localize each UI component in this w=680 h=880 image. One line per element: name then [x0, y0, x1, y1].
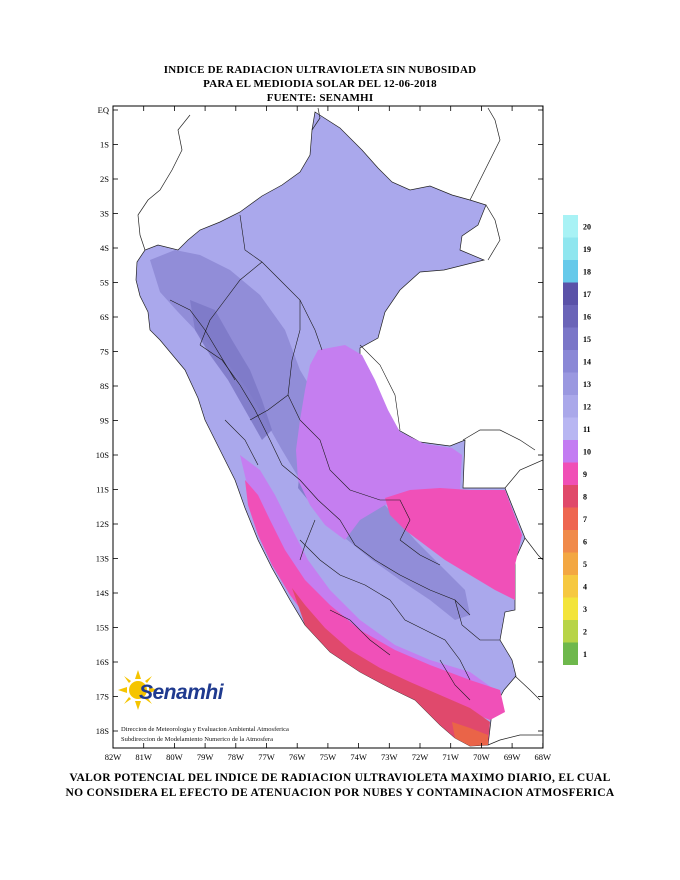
andes-uv-14-patches [190, 300, 345, 535]
credit-line-2: Subdireccion de Modelamiento Numerico de… [121, 736, 273, 743]
logo-wordmark: Senamhi [139, 681, 224, 704]
lat-label: 10S [96, 450, 110, 460]
legend-swatch [563, 530, 578, 553]
lon-label: 80W [166, 752, 183, 762]
credit-line-1: Direccion de Meteorologia y Evaluacion A… [121, 726, 289, 733]
lat-label: 5S [100, 278, 109, 288]
legend-label: 11 [583, 425, 591, 434]
legend-label: 8 [583, 492, 587, 501]
legend-swatch [563, 485, 578, 508]
legend-swatch [563, 440, 578, 463]
legend-label: 12 [583, 402, 591, 411]
lat-label: 15S [96, 623, 110, 633]
legend-label: 4 [583, 582, 587, 591]
legend-label: 1 [583, 650, 587, 659]
lat-label: 18S [96, 726, 110, 736]
lat-label: 1S [100, 140, 109, 150]
legend-swatch [563, 282, 578, 305]
legend-label: 15 [583, 335, 591, 344]
legend-swatch [563, 642, 578, 665]
legend-swatch [563, 237, 578, 260]
legend-swatch [563, 552, 578, 575]
lat-label: 4S [100, 243, 109, 253]
legend-swatch [563, 372, 578, 395]
lat-label: 13S [96, 554, 110, 564]
legend-label: 19 [583, 245, 591, 254]
longitude-axis: 82W 81W 80W 79W 78W 77W 76W 75W 74W 73W 72W 71W 70W 6… [105, 106, 551, 762]
legend-swatch [563, 575, 578, 598]
legend-label: 9 [583, 470, 587, 479]
legend-label: 14 [583, 357, 591, 366]
lon-label: 70W [473, 752, 490, 762]
legend-label: 3 [583, 605, 587, 614]
lat-label: 3S [100, 209, 109, 219]
legend-label: 13 [583, 380, 591, 389]
legend-label: 2 [583, 627, 587, 636]
lat-label: EQ [98, 105, 109, 115]
uv-color-scale: 20 19 18 17 16 15 14 13 12 11 10 9 8 7 6 5 4 3 2 1 [563, 215, 591, 665]
legend-label: 7 [583, 515, 587, 524]
legend-swatch [563, 597, 578, 620]
legend-swatch [563, 395, 578, 418]
lon-label: 69W [504, 752, 521, 762]
neighbour-borders [137, 107, 543, 746]
lat-label: 11S [96, 485, 109, 495]
legend-label: 16 [583, 312, 591, 321]
lon-label: 73W [381, 752, 398, 762]
legend-label: 18 [583, 267, 591, 276]
legend-label: 10 [583, 447, 591, 456]
lon-label: 68W [535, 752, 552, 762]
legend-swatch [563, 417, 578, 440]
legend-swatch [563, 215, 578, 238]
latitude-axis: EQ 1S 2S 3S 4S 5S 6S 7S 8S 9S 10S 11S 12S 13S 14S 15S 16… [96, 105, 543, 736]
footer-note-line-1: VALOR POTENCIAL DEL INDICE DE RADIACION … [69, 772, 611, 784]
legend-swatch [563, 507, 578, 530]
lon-label: 78W [228, 752, 245, 762]
map-title: INDICE DE RADIACION ULTRAVIOLETA SIN NUB… [163, 64, 477, 76]
footer-note-line-2: NO CONSIDERA EL EFECTO DE ATENUACION POR… [65, 787, 615, 799]
lat-label: 12S [96, 519, 110, 529]
senamhi-logo [118, 668, 238, 718]
legend-swatch [563, 305, 578, 328]
legend-swatch [563, 327, 578, 350]
uv-10-region [240, 345, 495, 705]
lon-label: 81W [135, 752, 152, 762]
lat-label: 6S [100, 312, 109, 322]
department-boundaries [169, 214, 500, 701]
legend-swatch [563, 620, 578, 643]
lat-label: 14S [96, 588, 110, 598]
legend-label: 6 [583, 537, 587, 546]
legend-swatch [563, 462, 578, 485]
uv-9-region [245, 480, 522, 720]
lon-label: 79W [197, 752, 214, 762]
map-subtitle-date: PARA EL MEDIODIA SOLAR DEL 12-06-2018 [203, 78, 437, 90]
lat-label: 17S [96, 692, 110, 702]
lon-label: 72W [412, 752, 429, 762]
lat-label: 2S [100, 174, 109, 184]
legend-label: 5 [583, 560, 587, 569]
lon-label: 76W [289, 752, 306, 762]
sun-icon [118, 670, 158, 710]
lat-label: 16S [96, 657, 110, 667]
lon-label: 74W [350, 752, 367, 762]
lat-label: 9S [100, 416, 109, 426]
lon-label: 75W [320, 752, 337, 762]
lat-label: 8S [100, 381, 109, 391]
legend-label: 17 [583, 290, 591, 299]
lat-label: 7S [100, 347, 109, 357]
lon-label: 82W [105, 752, 122, 762]
lon-label: 77W [258, 752, 275, 762]
legend-swatch [563, 260, 578, 283]
legend-label: 20 [583, 222, 591, 231]
map-source: FUENTE: SENAMHI [266, 92, 374, 104]
uv-8-region [292, 588, 490, 746]
legend-swatch [563, 350, 578, 373]
lon-label: 71W [442, 752, 459, 762]
uv-7-region [452, 722, 488, 746]
